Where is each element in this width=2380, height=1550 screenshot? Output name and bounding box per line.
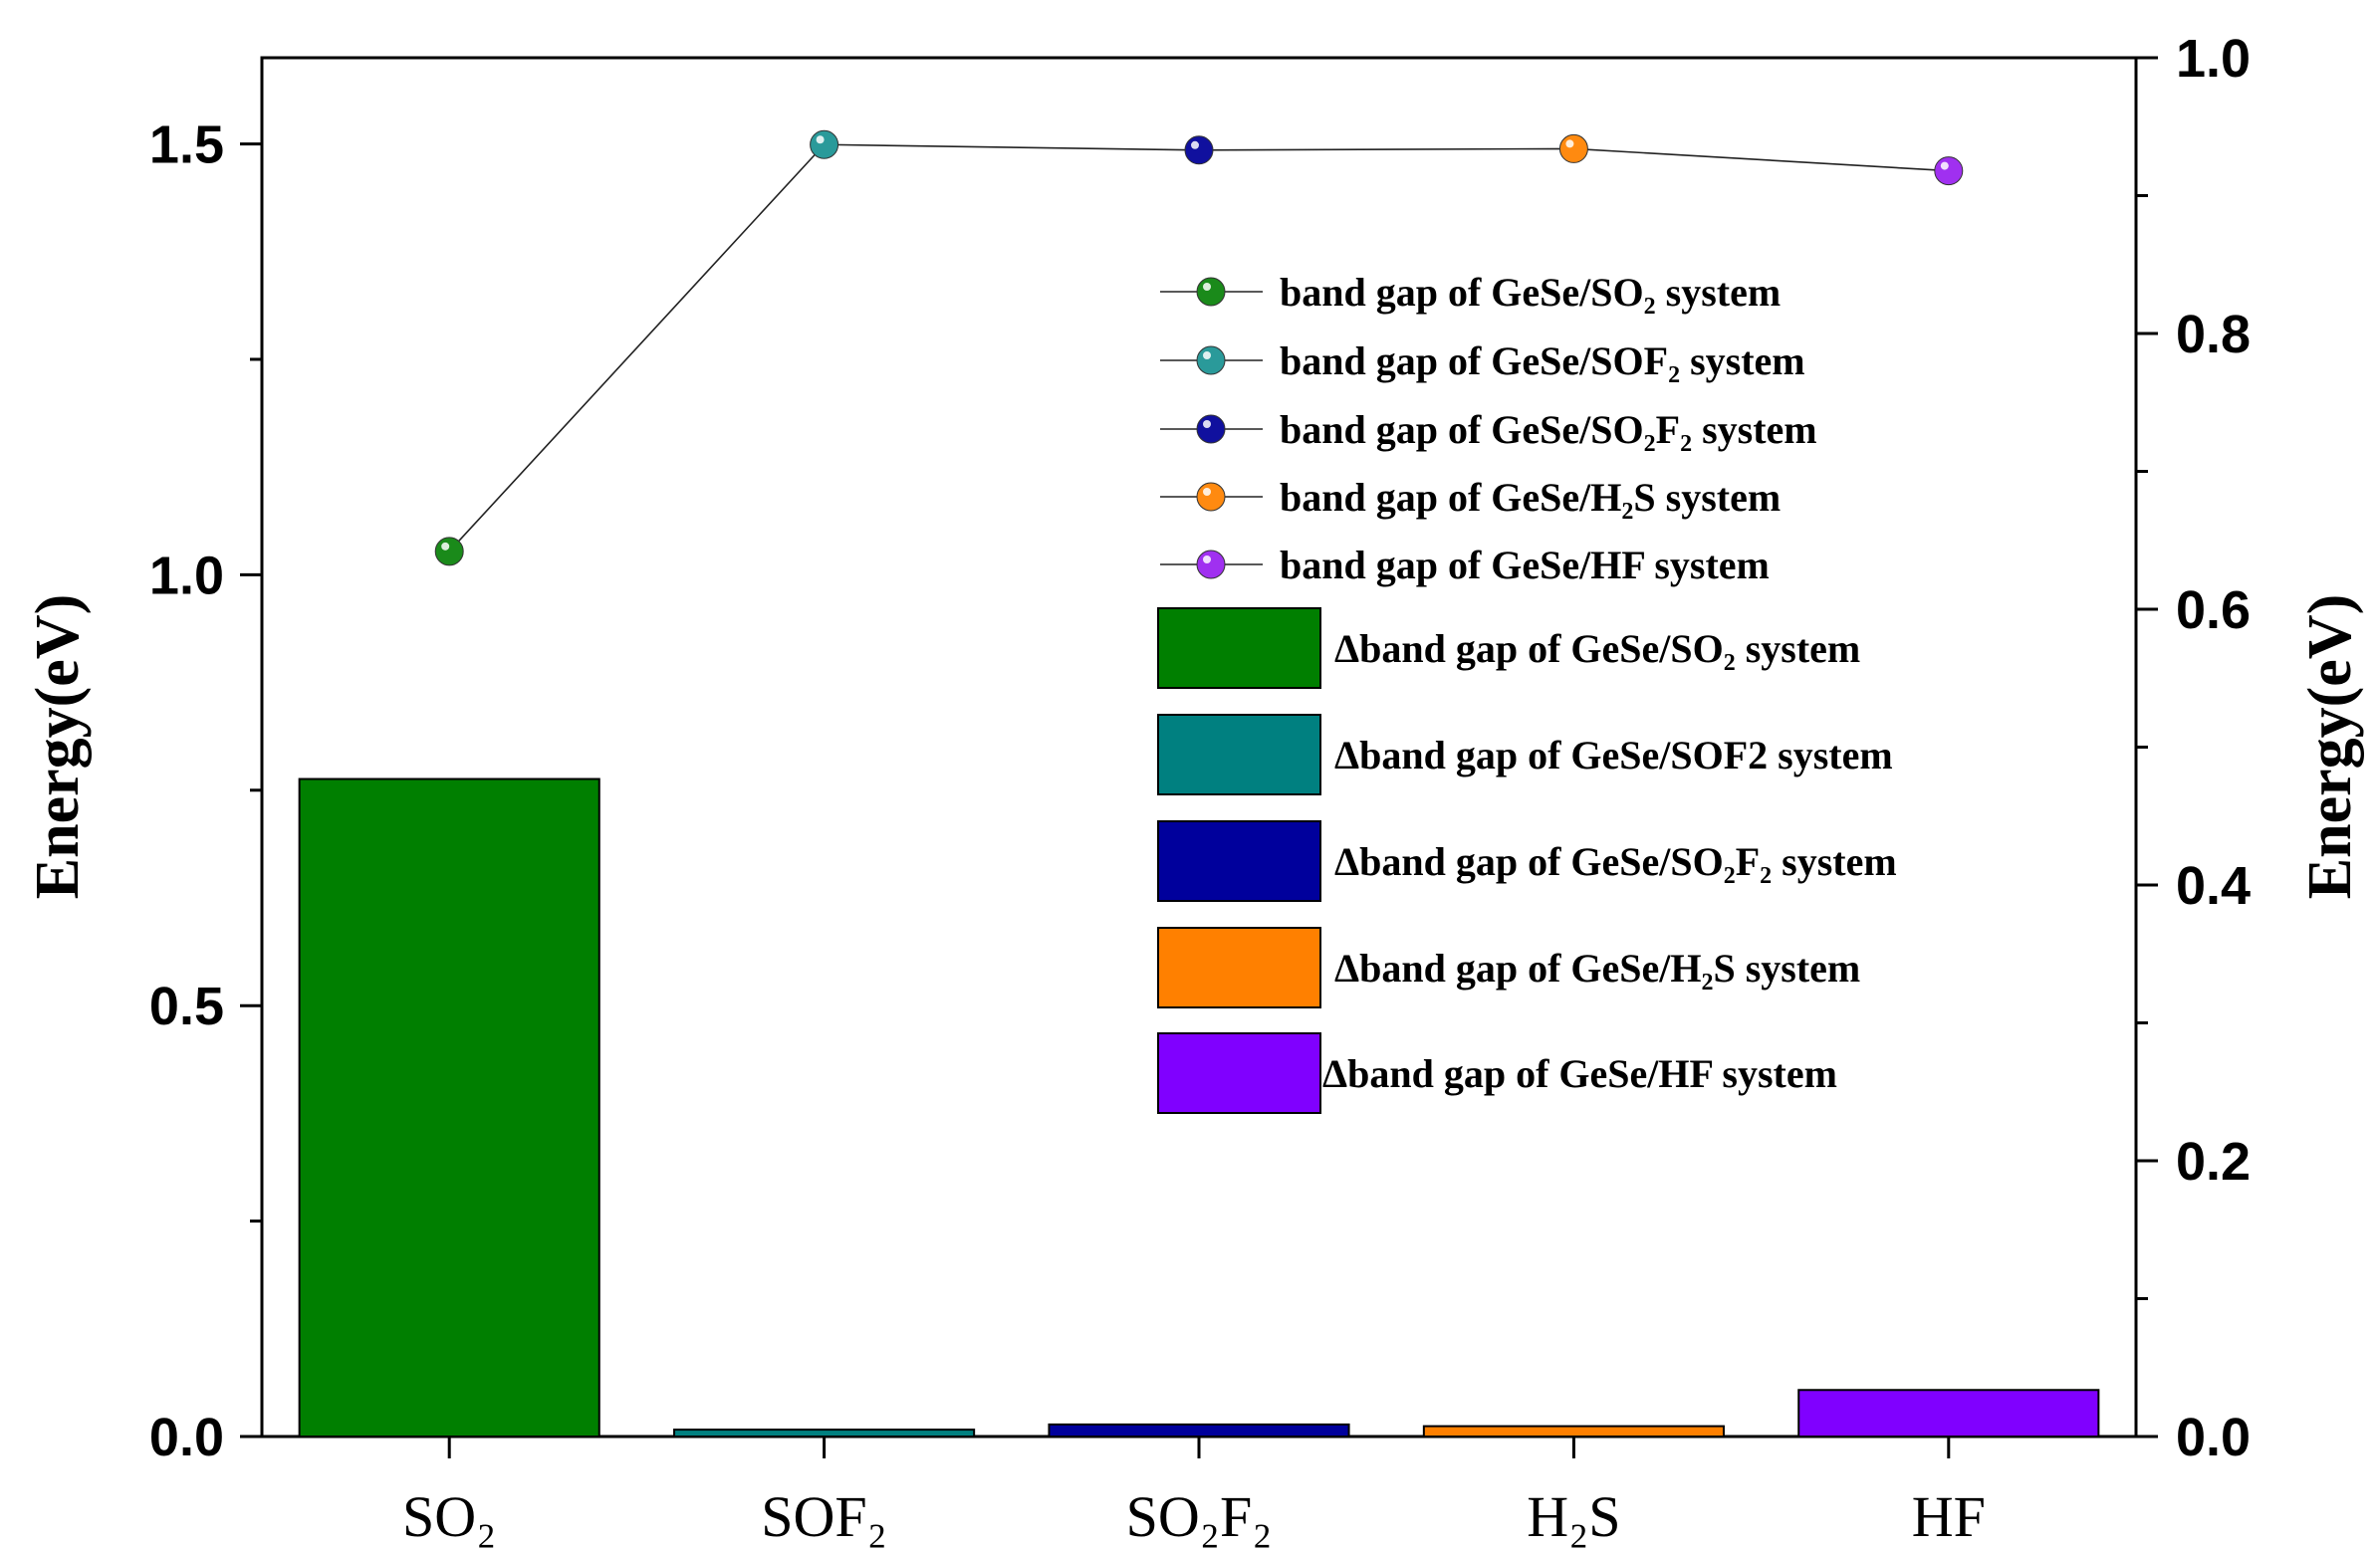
legend-bar-label-4: Δband gap of GeSe/H₂S system <box>1334 946 1860 991</box>
legend-line-label-4: band gap of GeSe/H₂S system <box>1280 475 1781 520</box>
legend-marker <box>1196 550 1226 579</box>
line-point-3 <box>1184 135 1214 165</box>
left-tick-label: 1.0 <box>149 546 224 605</box>
line-point-highlight-4 <box>1565 139 1574 148</box>
legend-marker-highlight <box>1203 420 1211 428</box>
legend-line-label-2: band gap of GeSe/SOF₂ system <box>1280 338 1805 383</box>
right-tick-label: 0.4 <box>2176 856 2251 916</box>
legend-swatch-4 <box>1157 927 1321 1008</box>
x-tick-label-1: SO₂ <box>402 1484 496 1549</box>
x-tick-label-4: H₂S <box>1527 1484 1620 1549</box>
legend-bar-label-5: Δband gap of GeSe/HF system <box>1322 1051 1837 1096</box>
legend-line-label-5: band gap of GeSe/HF system <box>1280 543 1770 587</box>
legend-marker-highlight <box>1203 351 1211 359</box>
left-axis-title: Energy(eV) <box>24 594 92 899</box>
legend-marker <box>1196 414 1226 444</box>
legend-bar-label-2: Δband gap of GeSe/SOF2 system <box>1334 733 1893 777</box>
legend-marker <box>1196 482 1226 512</box>
legend-marker <box>1196 345 1226 375</box>
bar-2 <box>673 1429 976 1438</box>
line-point-2 <box>810 129 839 159</box>
line-point-4 <box>1558 133 1588 163</box>
right-axis-title: Energy(eV) <box>2296 594 2364 899</box>
line-point-5 <box>1934 156 1964 186</box>
left-tick-label: 0.0 <box>149 1408 224 1467</box>
legend-swatch-3 <box>1157 820 1321 902</box>
x-axis: SO₂ SOF₂ SO₂F₂ H₂S HF <box>402 1437 1986 1549</box>
right-tick-label: 1.0 <box>2176 29 2251 89</box>
legend-bar-label-1: Δband gap of GeSe/SO₂ system <box>1334 626 1860 671</box>
right-tick-label: 0.2 <box>2176 1132 2251 1192</box>
legend-bar-label-3: Δband gap of GeSe/SO₂F₂ system <box>1334 839 1897 884</box>
right-tick-label: 0.8 <box>2176 305 2251 364</box>
left-tick-label: 0.5 <box>149 977 224 1036</box>
legend-swatch-2 <box>1157 714 1321 795</box>
bar-5 <box>1797 1389 2100 1438</box>
legend-marker-highlight <box>1203 488 1211 496</box>
legend-marker <box>1196 277 1226 307</box>
right-tick-label: 0.0 <box>2176 1408 2251 1467</box>
line-point-highlight-2 <box>816 135 825 144</box>
legend-swatch-1 <box>1157 607 1321 689</box>
legend-swatch-5 <box>1157 1032 1321 1114</box>
line-point-highlight-3 <box>1191 140 1199 149</box>
legend: band gap of GeSe/SO₂ system band gap of G… <box>1157 270 1897 1114</box>
x-tick-label-2: SOF₂ <box>761 1484 887 1549</box>
line-point-highlight-1 <box>441 542 450 551</box>
right-axis: 0.0 0.2 0.4 0.6 0.8 1.0 <box>2136 29 2251 1467</box>
legend-line-label-1: band gap of GeSe/SO₂ system <box>1280 270 1781 315</box>
legend-line-label-3: band gap of GeSe/SO₂F₂ system <box>1280 407 1817 452</box>
bar-1 <box>298 777 600 1438</box>
legend-marker-highlight <box>1203 283 1211 291</box>
line-point-highlight-5 <box>1940 161 1949 170</box>
left-axis: 0.0 0.5 1.0 1.5 <box>149 115 262 1467</box>
right-tick-label: 0.6 <box>2176 580 2251 640</box>
bar-series <box>298 777 2100 1439</box>
bar-3 <box>1048 1423 1350 1438</box>
x-tick-label-5: HF <box>1912 1484 1986 1549</box>
left-tick-label: 1.5 <box>149 115 224 175</box>
line-point-1 <box>434 537 464 566</box>
legend-marker-highlight <box>1203 555 1211 563</box>
bar-4 <box>1422 1425 1725 1439</box>
x-tick-label-3: SO₂F₂ <box>1126 1484 1273 1549</box>
line-series <box>434 129 1964 566</box>
